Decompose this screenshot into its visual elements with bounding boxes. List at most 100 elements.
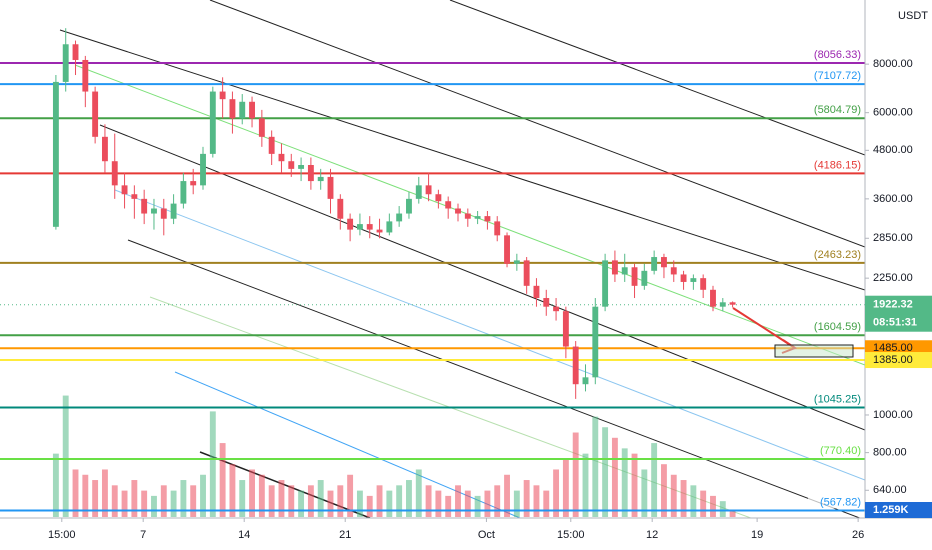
x-tick-label: 19 <box>751 529 763 541</box>
drawings <box>59 0 865 518</box>
volume-bar <box>92 480 99 517</box>
volume-bar <box>298 490 305 517</box>
candle-body <box>396 213 403 222</box>
target-box <box>774 344 854 358</box>
candle-body <box>719 302 726 307</box>
volume-bar <box>82 474 89 517</box>
volume-bar <box>268 485 275 517</box>
volume-bar <box>661 464 667 517</box>
candle-body <box>661 257 667 268</box>
candle-body <box>406 198 412 214</box>
candle-body <box>52 81 59 227</box>
candle-body <box>229 99 236 119</box>
level-label-bg <box>808 158 862 172</box>
candle-body <box>327 176 334 199</box>
y-tick-label: 2250.00 <box>873 272 913 284</box>
volume-bar <box>170 490 177 517</box>
candle-body <box>111 161 118 186</box>
candle-body <box>425 185 432 195</box>
volume-bar <box>141 490 148 517</box>
channel-line <box>209 0 865 248</box>
volume-bar <box>562 458 569 517</box>
level-label-bg <box>808 443 862 457</box>
volume-bar <box>494 485 501 517</box>
candle-body <box>690 278 697 282</box>
candle-body <box>356 224 363 230</box>
candle-body <box>710 289 716 307</box>
level-label-bg <box>808 495 862 509</box>
volume-bar <box>513 490 520 517</box>
volume-bar <box>445 495 452 517</box>
volume-bar <box>543 490 550 517</box>
candle-body <box>92 91 99 137</box>
candle-body <box>376 229 383 233</box>
candle-body <box>553 306 560 312</box>
volume-bar <box>72 469 79 517</box>
last-price-tag <box>865 295 932 332</box>
channel-line <box>99 124 865 431</box>
volume-bar <box>366 495 373 517</box>
volume-bar <box>151 495 157 517</box>
y-tick-label: 4800.00 <box>873 144 913 156</box>
volume-tag-label: 1.259K <box>873 504 909 516</box>
volume-bar <box>474 495 481 517</box>
volume-bar <box>641 469 648 517</box>
volume-bar <box>592 416 599 517</box>
candle-body <box>582 377 589 385</box>
channel-line <box>449 0 865 156</box>
volume-bar <box>307 485 314 517</box>
candle-body <box>337 198 344 219</box>
level-label: (1604.59) <box>814 321 861 333</box>
candle-body <box>592 306 599 378</box>
candle-body <box>602 260 609 307</box>
candle-body <box>455 208 461 214</box>
volume-bar <box>435 490 442 517</box>
volume-bar <box>484 490 491 517</box>
volume-bar <box>700 490 707 517</box>
volume-bar <box>209 411 216 517</box>
volume-bar <box>719 501 726 517</box>
candle-body <box>631 267 638 286</box>
volume-bar <box>258 474 265 517</box>
y-tick-label: 800.00 <box>873 447 907 459</box>
candle-body <box>249 101 255 119</box>
candle-body <box>141 198 148 214</box>
candle-body <box>288 161 295 169</box>
price-tag-label: 1385.00 <box>873 354 913 366</box>
volume-bar <box>190 485 197 517</box>
volume-bar <box>523 480 530 517</box>
candle-body <box>435 194 442 202</box>
volume-bar <box>680 480 687 517</box>
y-tick-label: 3600.00 <box>873 193 913 205</box>
level-label: (8056.33) <box>814 49 861 61</box>
countdown: 08:51:31 <box>873 317 917 329</box>
volume-bar <box>278 480 285 517</box>
volume-bar <box>425 485 432 517</box>
volume-bar <box>376 485 383 517</box>
candle-body <box>82 59 89 92</box>
price-tag <box>865 352 932 369</box>
volume-bar <box>464 490 471 517</box>
candle-body <box>474 216 481 219</box>
candle-body <box>131 194 138 199</box>
candle-body <box>268 136 275 154</box>
level-label-bg <box>808 47 862 61</box>
level-label-bg <box>808 247 862 261</box>
level-label: (770.40) <box>820 445 861 457</box>
candle-body <box>533 285 540 299</box>
level-label: (7107.72) <box>814 70 861 82</box>
candle-body <box>543 298 550 307</box>
candle-body <box>278 153 285 162</box>
x-tick-label: 12 <box>646 529 658 541</box>
candle-body <box>317 176 324 182</box>
candle-body <box>641 270 648 286</box>
candle-body <box>484 216 491 222</box>
currency-label: USDT <box>898 10 928 22</box>
candle-body <box>611 260 618 275</box>
candle-body <box>101 136 108 162</box>
y-tick-label: 640.00 <box>873 484 907 496</box>
volume-bar <box>415 469 422 517</box>
candle-body <box>700 278 707 290</box>
volume-bar <box>180 480 187 517</box>
